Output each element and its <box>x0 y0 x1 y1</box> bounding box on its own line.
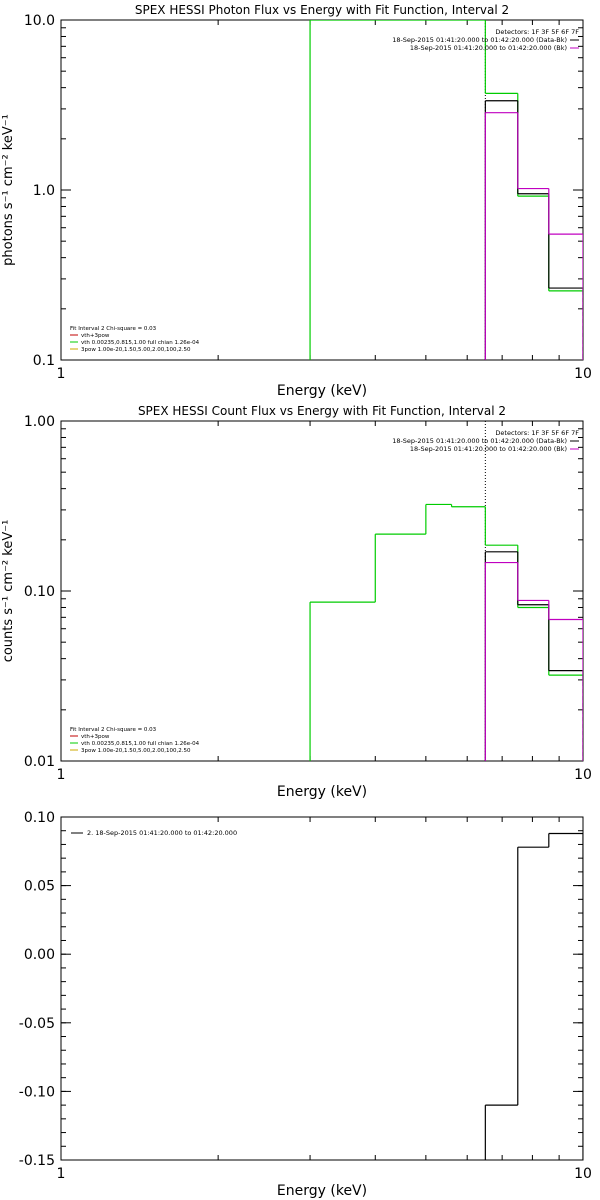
legend-bl-text: Fit Interval 2 Chi-square = 0.03 <box>70 727 157 733</box>
x-tick-label: 1 <box>57 767 66 783</box>
chart-panel-2: 1 10 0.01 0.10 1.00 SPEX HESSI Count Flux vs … <box>1 404 592 800</box>
series-layer <box>309 20 583 360</box>
legend-tr-text: 18-Sep-2015 01:41:20.000 to 01:42:20.000… <box>410 445 567 453</box>
series-00cc00 <box>309 20 583 360</box>
series-c000c0 <box>484 112 583 360</box>
x-tick-label: 10 <box>574 767 592 783</box>
y-tick-label: 1.0 <box>33 183 55 199</box>
plot-frame <box>60 19 584 361</box>
legend-bl-text: vth+3pow <box>81 734 110 740</box>
y-tick-label: 10.0 <box>24 13 55 29</box>
y-tick-label: -0.05 <box>19 1016 55 1032</box>
series-000000 <box>484 832 583 1160</box>
x-axis-label: Energy (keV) <box>277 383 367 399</box>
legend-bl-text: 3pow 1.00e-20,1.50,5.00,2.00,100,2.50 <box>81 347 191 353</box>
y-tick-label: 1.00 <box>24 414 55 430</box>
series-00cc00 <box>309 503 583 761</box>
plot-frame <box>60 420 584 762</box>
series-layer <box>484 832 583 1160</box>
series-000000 <box>484 551 583 761</box>
legend-bl-text: vth 0.00235,0.815,1.00 full chian 1.26e-… <box>81 741 200 747</box>
y-axis-label: photons s⁻¹ cm⁻² keV⁻¹ <box>1 114 16 266</box>
legend-bl-text: vth 0.00235,0.815,1.00 full chian 1.26e-… <box>81 340 200 346</box>
x-axis-label: Energy (keV) <box>277 784 367 800</box>
x-tick-label: 1 <box>57 366 66 382</box>
x-tick-label: 10 <box>574 1166 592 1182</box>
x-axis-label: Energy (keV) <box>277 1183 367 1199</box>
series-000000 <box>484 100 583 360</box>
chart-title: SPEX HESSI Count Flux vs Energy with Fit… <box>138 404 506 418</box>
plot-frame <box>60 816 584 1161</box>
legend-tr-text: Detectors: 1F 3F 5F 6F 7F <box>495 28 579 36</box>
chart-panel-3: 1 10 0.10 0.05 0.00 -0.05 -0.10 -0.15 Energy (ke… <box>19 810 592 1199</box>
y-tick-label: 0.00 <box>24 947 55 963</box>
legend-tr-text: Detectors: 1F 3F 5F 6F 7F <box>495 429 579 437</box>
legend-bl-text: 3pow 1.00e-20,1.50,5.00,2.00,100,2.50 <box>81 748 191 754</box>
chart-title: SPEX HESSI Photon Flux vs Energy with Fi… <box>135 3 509 17</box>
y-tick-label: 0.10 <box>24 584 55 600</box>
legend-bl-text: Fit Interval 2 Chi-square = 0.03 <box>70 326 157 332</box>
y-axis-label: counts s⁻¹ cm⁻² keV⁻¹ <box>1 520 16 663</box>
y-tick-label: 0.05 <box>24 879 55 895</box>
legend-tr-text: 18-Sep-2015 01:41:20.000 to 01:42:20.000… <box>410 44 567 52</box>
legend-tl-text: 2. 18-Sep-2015 01:41:20.000 to 01:42:20.… <box>87 829 237 837</box>
y-tick-label: 0.01 <box>24 754 55 770</box>
y-tick-label: -0.10 <box>19 1084 55 1100</box>
x-tick-label: 10 <box>574 366 592 382</box>
series-c000c0 <box>484 561 583 761</box>
y-tick-label: 0.1 <box>33 353 55 369</box>
x-tick-label: 1 <box>57 1166 66 1182</box>
series-layer <box>309 503 583 761</box>
chart-panel-1: 1 10 0.1 1.0 10.0 SPEX HESSI Photon Flux vs E… <box>1 3 592 399</box>
legend-bl-text: vth+3pow <box>81 333 110 339</box>
legend-tr-text: 18-Sep-2015 01:41:20.000 to 01:42:20.000… <box>392 36 567 44</box>
legend-tr-text: 18-Sep-2015 01:41:20.000 to 01:42:20.000… <box>392 437 567 445</box>
y-tick-label: 0.10 <box>24 810 55 826</box>
y-tick-label: -0.15 <box>19 1153 55 1169</box>
